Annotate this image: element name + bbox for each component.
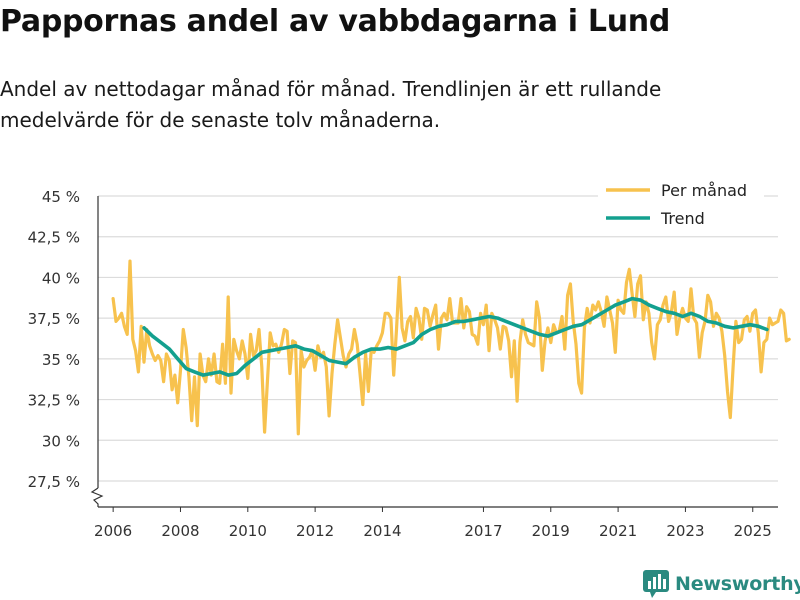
y-tick-label: 40 %	[42, 269, 80, 287]
y-tick-label: 32,5 %	[28, 392, 80, 410]
x-tick-label: 2019	[532, 522, 570, 540]
y-tick-label: 42,5 %	[28, 229, 80, 247]
legend-background	[598, 176, 764, 236]
x-tick-label: 2014	[363, 522, 401, 540]
series-trend-line	[142, 296, 769, 377]
axes: 27,5 % 30 % 32,5 % 35 % 37,5 % 40 % 42,5 % 45 %…	[28, 188, 778, 540]
y-tick-label: 37,5 %	[28, 310, 80, 328]
legend-label-per-manad: Per månad	[661, 181, 747, 200]
x-tick-label: 2010	[229, 522, 267, 540]
x-tick-label: 2017	[464, 522, 502, 540]
newsworthy-logo[interactable]: Newsworthy	[643, 568, 800, 600]
series-per-manad-line	[111, 259, 791, 436]
page-subtitle: Andel av nettodagar månad för månad. Tre…	[0, 77, 662, 132]
legend-label-trend: Trend	[660, 209, 705, 228]
page-title: Pappornas andel av vabbdagarna i Lund	[0, 4, 671, 39]
y-tick-label: 35 %	[42, 351, 80, 369]
x-tick-label: 2021	[599, 522, 637, 540]
x-tick-label: 2025	[734, 522, 772, 540]
x-tick-label: 2008	[161, 522, 199, 540]
legend: Per månad Trend	[598, 176, 764, 236]
axis-break-mark	[90, 487, 104, 507]
newsworthy-logo-icon	[643, 570, 669, 598]
series	[111, 259, 791, 436]
y-tick-label: 27,5 %	[28, 473, 80, 491]
x-tick-label: 2006	[94, 522, 132, 540]
y-tick-label: 30 %	[42, 432, 80, 450]
brand-name: Newsworthy	[675, 573, 800, 595]
y-tick-label: 45 %	[42, 188, 80, 206]
x-tick-label: 2012	[296, 522, 334, 540]
x-tick-label: 2023	[666, 522, 704, 540]
